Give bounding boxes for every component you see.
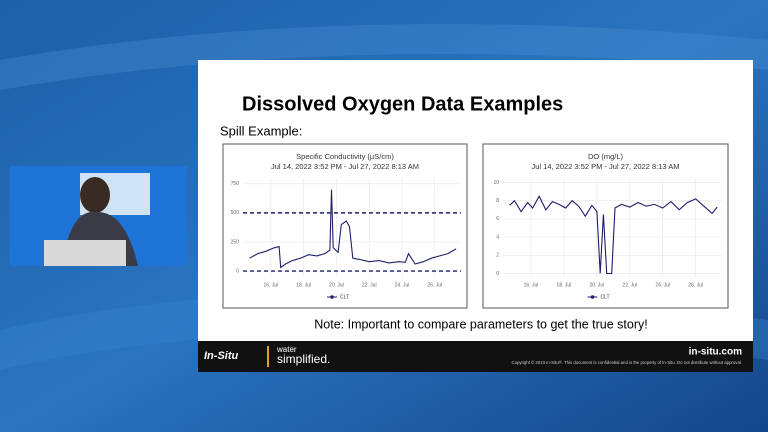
y-tick-label: 8 xyxy=(496,198,499,204)
y-tick-label: 2 xyxy=(496,253,499,259)
y-tick-label: 250 xyxy=(231,239,240,245)
podium xyxy=(44,240,126,266)
slide-subtitle: Spill Example: xyxy=(220,123,302,138)
x-tick-label: 26. Jul xyxy=(688,282,703,288)
footer-logo: In-Situ xyxy=(204,350,238,362)
x-tick-label: 18. Jul xyxy=(557,282,572,288)
chart-box xyxy=(482,143,729,309)
slide-note: Note: Important to compare parameters to… xyxy=(314,317,648,331)
x-tick-label: 26. Jul xyxy=(427,282,442,288)
footer-copyright: Copyright © 2023 In-Situ®. This document… xyxy=(511,360,742,365)
slide-title: Dissolved Oxygen Data Examples xyxy=(242,93,563,115)
y-tick-label: 4 xyxy=(496,234,499,240)
speaker-video xyxy=(10,166,187,266)
footer-tagline: water xyxy=(276,345,297,354)
y-tick-label: 10 xyxy=(493,180,499,186)
chart-box xyxy=(222,143,468,309)
x-tick-label: 22. Jul xyxy=(362,282,377,288)
x-tick-label: 24. Jul xyxy=(395,282,410,288)
legend-label: CLT xyxy=(340,294,349,300)
x-tick-label: 22. Jul xyxy=(622,282,637,288)
legend-swatch xyxy=(590,295,595,299)
chart-subtitle: Jul 14, 2022 3:52 PM - Jul 27, 2022 8:13… xyxy=(531,162,679,171)
y-tick-label: 750 xyxy=(231,181,240,187)
data-line xyxy=(509,195,718,275)
x-tick-label: 18. Jul xyxy=(296,282,311,288)
data-line xyxy=(249,189,457,269)
x-tick-label: 20. Jul xyxy=(589,282,604,288)
y-tick-label: 6 xyxy=(496,216,499,222)
x-tick-label: 24. Jul xyxy=(655,282,670,288)
footer-tagline: simplified. xyxy=(277,352,330,366)
chart-title: DO (mg/L) xyxy=(588,152,624,161)
legend-label: CLT xyxy=(601,294,610,300)
stripe xyxy=(0,24,768,90)
y-tick-label: 500 xyxy=(231,210,240,216)
x-tick-label: 20. Jul xyxy=(329,282,344,288)
chart-title: Specific Conductivity (µS/cm) xyxy=(296,152,394,161)
footer-website: in-situ.com xyxy=(689,347,742,358)
speaker-head xyxy=(80,177,110,213)
footer-bar xyxy=(198,341,753,372)
y-tick-label: 0 xyxy=(236,268,239,274)
x-tick-label: 16. Jul xyxy=(263,282,278,288)
x-tick-label: 16. Jul xyxy=(524,282,539,288)
y-tick-label: 0 xyxy=(496,271,499,277)
legend-swatch xyxy=(330,295,334,299)
chart-subtitle: Jul 14, 2022 3:52 PM - Jul 27, 2022 8:13… xyxy=(271,162,419,171)
